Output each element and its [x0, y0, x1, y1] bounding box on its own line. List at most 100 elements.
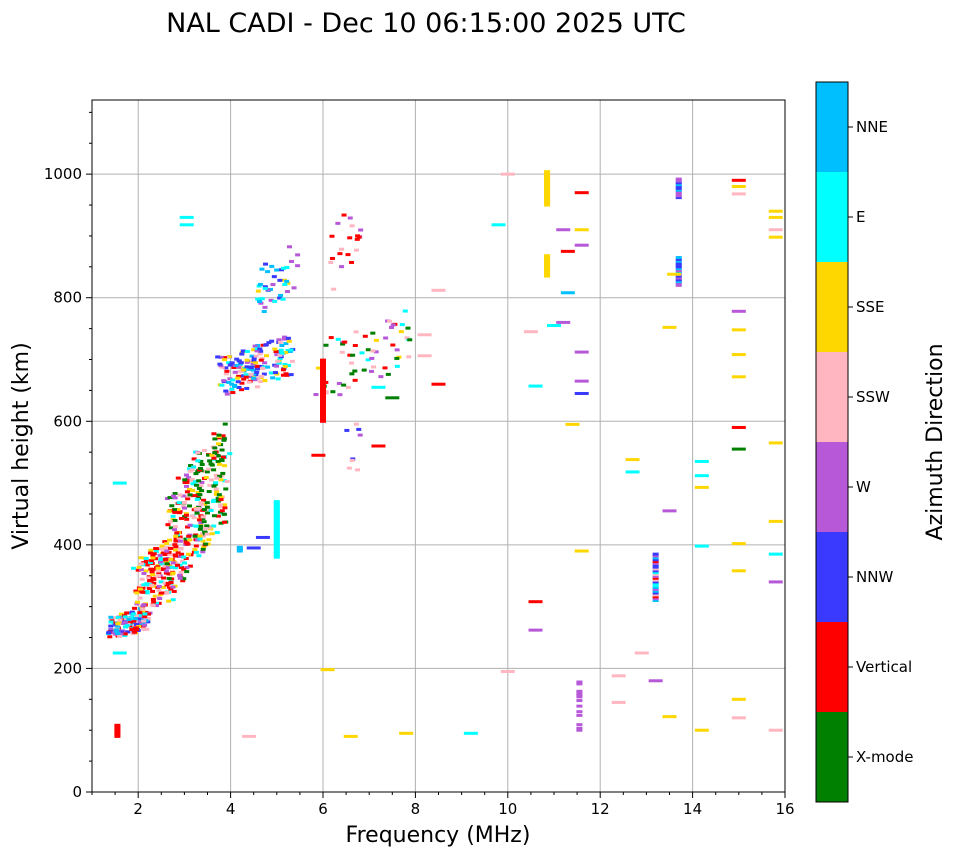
echo-point [114, 725, 121, 729]
echo-point [193, 550, 199, 554]
echo-point [203, 526, 209, 530]
echo-point [196, 486, 202, 490]
echo-point [148, 567, 154, 571]
echo-point [544, 177, 551, 181]
echo-point [320, 384, 326, 388]
echo-point [112, 616, 118, 620]
echo-point [652, 582, 659, 586]
echo-point [194, 511, 200, 515]
echo-point [114, 727, 121, 731]
echo-point [662, 715, 677, 719]
echo-point [129, 610, 135, 614]
echo-point [149, 559, 155, 563]
x-tick-label: 8 [411, 800, 421, 818]
echo-point [675, 276, 682, 280]
x-axis-ticks: 2 4 6 8 10 12 14 16 [91, 792, 795, 818]
echo-point [288, 373, 294, 377]
echo-point [349, 458, 355, 462]
echo-point [358, 228, 364, 232]
echo-point [200, 532, 206, 536]
echo-point [284, 279, 290, 283]
echo-point [230, 391, 236, 395]
echo-point [220, 471, 226, 475]
echo-point [252, 378, 258, 382]
echo-point [256, 284, 262, 288]
echo-point [226, 361, 232, 365]
echo-point [163, 571, 169, 575]
echo-point [675, 257, 682, 261]
echo-point [255, 535, 270, 539]
echo-point [183, 513, 189, 517]
echo-point [260, 343, 266, 347]
echo-point [768, 235, 783, 239]
echo-point [137, 611, 143, 615]
echo-point [544, 254, 551, 258]
echo-point [258, 364, 264, 368]
echo-point [275, 377, 281, 381]
echo-point [186, 536, 192, 540]
echo-point [352, 369, 358, 373]
echo-point [197, 493, 203, 497]
echo-point [768, 209, 783, 213]
echo-point [731, 716, 746, 720]
echo-point [262, 285, 268, 289]
echo-point [202, 469, 208, 473]
echo-point [675, 283, 682, 287]
echo-point [218, 498, 224, 502]
echo-point [211, 456, 217, 460]
echo-point [731, 309, 746, 313]
echo-point [140, 607, 146, 611]
echo-point [204, 470, 210, 474]
echo-point [398, 330, 404, 334]
echo-point [200, 550, 206, 554]
echo-point [431, 382, 446, 386]
echo-point [147, 579, 153, 583]
echo-point [242, 734, 257, 738]
echo-point [731, 425, 746, 429]
echo-point [251, 358, 257, 362]
echo-point [141, 571, 147, 575]
echo-point [206, 453, 212, 457]
echo-point [187, 493, 193, 497]
echo-point [258, 358, 264, 362]
echo-point [221, 437, 227, 441]
colorbar-segment [816, 622, 848, 712]
echo-point [229, 361, 235, 365]
echo-point [262, 365, 268, 369]
echo-point [202, 502, 208, 506]
echo-point [223, 487, 229, 491]
echo-point [694, 728, 709, 732]
echo-point [576, 682, 583, 686]
echo-point [280, 368, 286, 372]
echo-point [187, 467, 193, 471]
echo-point [238, 361, 244, 365]
echo-point [273, 548, 280, 552]
echo-point [328, 260, 334, 264]
echo-point [576, 691, 583, 695]
echo-point [122, 634, 128, 638]
echo-point [222, 506, 228, 510]
echo-point [206, 526, 212, 530]
echo-point [135, 568, 141, 572]
echo-point [199, 489, 205, 493]
echo-point [156, 588, 162, 592]
echo-point [134, 591, 140, 595]
echo-point [186, 476, 192, 480]
echo-point [544, 181, 551, 185]
echo-point [187, 487, 193, 491]
echo-point [134, 600, 140, 604]
echo-point [164, 560, 170, 564]
y-tick-label: 0 [72, 783, 82, 801]
echo-point [285, 281, 291, 285]
echo-point [341, 383, 347, 387]
echo-point [278, 348, 284, 352]
echo-point [675, 278, 682, 282]
echo-point [273, 552, 280, 556]
echo-point [731, 185, 746, 188]
echo-point [156, 601, 162, 605]
echo-point [213, 481, 219, 485]
echo-point [168, 583, 174, 587]
echo-point [246, 367, 252, 371]
echo-point [204, 505, 210, 509]
echo-point [201, 545, 207, 549]
